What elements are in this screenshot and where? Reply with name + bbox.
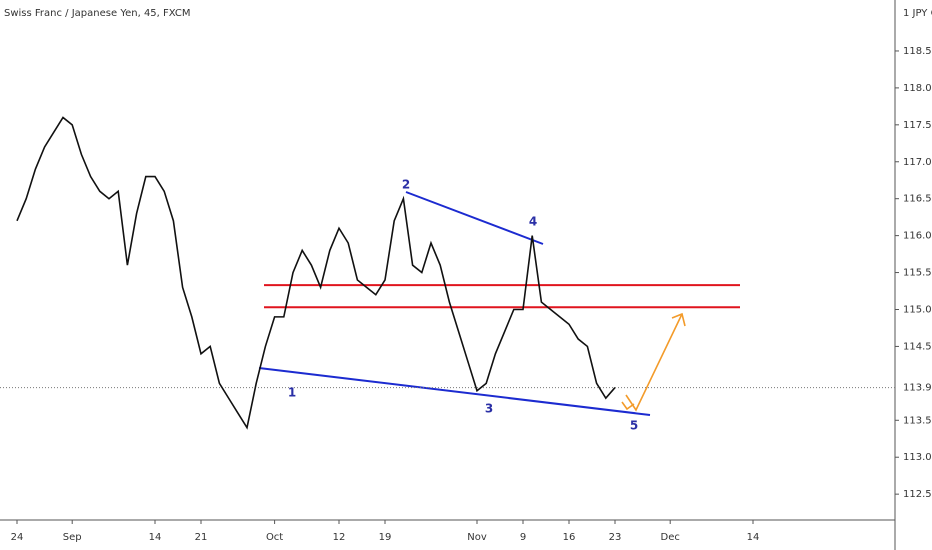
x-tick-label: Sep — [63, 532, 82, 543]
axis-unit: 1 JPY Q — [903, 8, 932, 19]
y-tick-label: 113.000 — [903, 452, 932, 463]
x-tick-label: 14 — [747, 532, 760, 543]
wave-label: 2 — [402, 178, 410, 192]
wave-label: 4 — [529, 215, 537, 229]
trend-line — [405, 191, 544, 245]
y-tick-label: 118.500 — [903, 46, 932, 57]
x-tick-label: 19 — [379, 532, 392, 543]
chart-title: Swiss Franc / Japanese Yen, 45, FXCM — [4, 8, 191, 19]
y-tick-label: 118.000 — [903, 83, 932, 94]
y-tick-label: 112.500 — [903, 489, 932, 500]
y-tick-label: 116.000 — [903, 231, 932, 242]
current-price-label: 113.943 — [903, 383, 932, 394]
x-tick-label: 24 — [11, 532, 24, 543]
arrow-head — [671, 312, 686, 327]
projection-arrow — [625, 313, 683, 412]
y-tick-label: 117.500 — [903, 120, 932, 131]
x-tick-label: Nov — [467, 532, 487, 543]
wave-label: 5 — [630, 419, 638, 433]
wave-label: 1 — [288, 386, 296, 400]
price-line — [16, 116, 616, 430]
y-tick-label: 116.500 — [903, 194, 932, 205]
x-tick-label: 14 — [149, 532, 162, 543]
y-tick-label: 115.000 — [903, 304, 932, 315]
y-tick-label: 115.500 — [903, 268, 932, 279]
x-tick-label: 21 — [195, 532, 208, 543]
y-tick-label: 114.500 — [903, 341, 932, 352]
x-tick-label: Oct — [266, 532, 283, 543]
y-tick-label: 117.000 — [903, 157, 932, 168]
x-tick-label: Dec — [661, 532, 680, 543]
x-tick-label: 16 — [563, 532, 576, 543]
y-tick-label: 113.500 — [903, 415, 932, 426]
wave-label: 3 — [485, 402, 493, 416]
x-tick-label: 9 — [520, 532, 526, 543]
x-tick-label: 12 — [333, 532, 346, 543]
trend-line — [258, 367, 651, 416]
x-tick-label: 23 — [609, 532, 622, 543]
arrow-head — [621, 401, 635, 411]
